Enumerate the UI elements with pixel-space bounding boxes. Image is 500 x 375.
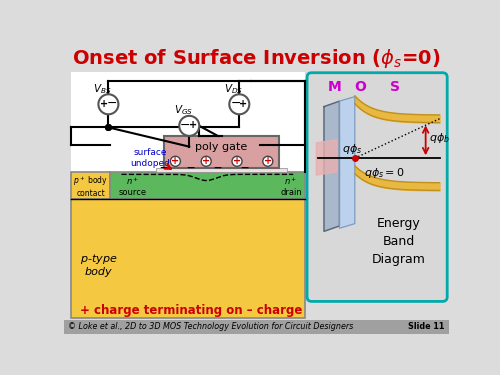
Circle shape [170,156,180,166]
Polygon shape [340,97,355,228]
Text: S: S [390,80,400,94]
FancyBboxPatch shape [307,73,447,302]
Text: $p$-type
body: $p$-type body [80,252,117,277]
Text: +: + [189,120,197,130]
Text: $q\phi_s$: $q\phi_s$ [342,142,362,156]
Bar [72,199,305,318]
Text: +: + [100,99,108,108]
Text: $V_{DS}$: $V_{DS}$ [224,82,242,96]
Text: −: − [180,118,190,132]
Text: $p^+$ body
contact: $p^+$ body contact [73,174,108,198]
Text: poly gate: poly gate [196,142,248,152]
Text: + charge terminating on – charge: + charge terminating on – charge [80,304,302,317]
Text: +: + [264,156,272,166]
Text: +: + [172,156,179,166]
Text: $–$: $–$ [240,157,250,175]
Circle shape [98,94,118,114]
Text: Onset of Surface Inversion ($\phi_s$=0): Onset of Surface Inversion ($\phi_s$=0) [72,46,440,70]
Text: +: + [239,99,247,108]
Bar [72,72,305,318]
Text: −: − [107,97,118,110]
Text: M: M [328,80,342,94]
Text: O: O [354,80,366,94]
Text: $V_{GS}$: $V_{GS}$ [174,104,193,117]
Text: +: + [233,156,241,166]
Text: $–$: $–$ [186,157,196,175]
Bar [72,172,110,199]
Bar [164,136,280,168]
Text: $–$: $–$ [213,157,222,175]
Text: Slide 11: Slide 11 [408,322,444,332]
Text: surface
undoped: surface undoped [130,148,170,168]
Bar [156,168,287,172]
Circle shape [263,156,273,166]
Text: $q\phi_b$: $q\phi_b$ [428,131,450,145]
Polygon shape [324,101,340,231]
Circle shape [201,156,211,166]
Circle shape [179,116,200,136]
Text: $–$: $–$ [159,157,168,175]
Text: $V_{BS}$: $V_{BS}$ [93,82,112,96]
Text: $q\phi_s = 0$: $q\phi_s = 0$ [364,166,405,180]
Text: Energy
Band
Diagram: Energy Band Diagram [372,217,426,266]
Text: −: − [230,97,240,110]
Circle shape [230,94,250,114]
Text: © Loke et al., 2D to 3D MOS Technology Evolution for Circuit Designers: © Loke et al., 2D to 3D MOS Technology E… [68,322,354,332]
Circle shape [232,156,242,166]
Text: +: + [202,156,210,166]
Polygon shape [316,140,337,175]
Bar [110,172,305,199]
Text: $n^+$
drain: $n^+$ drain [280,175,302,197]
Bar [64,320,449,334]
Text: $n^+$
source: $n^+$ source [119,175,147,197]
